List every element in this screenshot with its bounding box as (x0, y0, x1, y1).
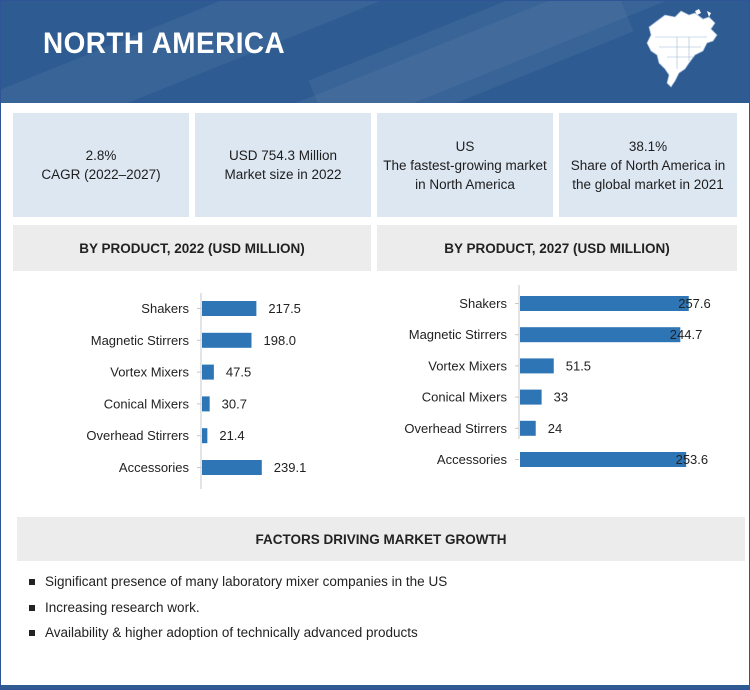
stat-label: the global market in 2021 (572, 176, 724, 192)
stat-cagr: 2.8% CAGR (2022–2027) (13, 113, 189, 217)
stat-share: 38.1% Share of North America in the glob… (559, 113, 737, 217)
stat-label: in North America (415, 176, 515, 192)
square-bullet-icon (29, 604, 35, 611)
bar (202, 460, 262, 475)
list-item: Increasing research work. (27, 597, 727, 623)
data-label: 239.1 (274, 460, 307, 475)
stat-label: The fastest-growing market (383, 157, 547, 173)
category-label: Magnetic Stirrers (91, 333, 190, 348)
category-label: Accessories (119, 460, 190, 475)
bar-chart-2027: Shakers 257.6 Magnetic Stirrers 244.7 Vortex… (404, 285, 711, 467)
data-label: 21.4 (219, 428, 244, 443)
factor-text: Increasing research work. (45, 599, 200, 615)
stat-value: USD 754.3 Million (228, 148, 338, 163)
stat-label: CAGR (2022–2027) (41, 167, 161, 182)
data-label: 51.5 (566, 358, 591, 373)
category-label: Conical Mixers (104, 396, 190, 411)
data-label: 47.5 (226, 365, 251, 380)
stat-value: 38.1% (628, 138, 668, 154)
data-label: 217.5 (268, 301, 301, 316)
square-bullet-icon (29, 579, 35, 585)
stat-fastest-market: US The fastest-growing market in North A… (377, 113, 553, 217)
page-title: NORTH AMERICA (43, 27, 286, 60)
stat-label: Market size in 2022 (224, 167, 342, 182)
category-label: Shakers (459, 296, 507, 311)
bar (520, 327, 681, 343)
data-label: 30.7 (222, 396, 247, 411)
square-bullet-icon (29, 630, 35, 636)
factors-list: Significant presence of many laboratory … (27, 571, 727, 648)
data-label: 253.6 (676, 452, 709, 467)
bar (202, 332, 252, 348)
category-label: Overhead Stirrers (86, 428, 189, 443)
data-label: 257.6 (678, 296, 711, 311)
category-label: Overhead Stirrers (404, 421, 507, 436)
bottom-bar (1, 685, 749, 689)
bar (202, 396, 210, 412)
factor-text: Availability & higher adoption of techni… (45, 625, 418, 640)
stat-value: US (455, 138, 475, 154)
stat-value: 2.8% (85, 148, 117, 163)
bar (520, 296, 689, 311)
data-label: 244.7 (670, 327, 703, 342)
bar (520, 358, 554, 374)
chart-title-2022: BY PRODUCT, 2022 (USD MILLION) (13, 225, 371, 271)
factors-title: FACTORS DRIVING MARKET GROWTH (17, 517, 745, 561)
category-label: Magnetic Stirrers (409, 327, 508, 342)
category-label: Shakers (141, 301, 189, 316)
category-label: Accessories (437, 452, 508, 467)
category-label: Vortex Mixers (110, 365, 189, 380)
header-banner: NORTH AMERICA (1, 1, 749, 103)
bar (520, 389, 542, 405)
stat-market-size: USD 754.3 Million Market size in 2022 (195, 113, 371, 217)
data-label: 33 (554, 390, 568, 405)
list-item: Significant presence of many laboratory … (27, 571, 727, 597)
bar (202, 428, 208, 444)
bar (520, 420, 536, 436)
category-label: Conical Mixers (422, 390, 508, 405)
stat-label: Share of North America in (570, 157, 726, 173)
bar-chart-2022: Shakers 217.5 Magnetic Stirrers 198.0 Vortex… (86, 293, 307, 489)
north-america-map-icon (646, 9, 718, 88)
bar (202, 364, 214, 380)
chart-title-2027: BY PRODUCT, 2027 (USD MILLION) (377, 225, 737, 271)
data-label: 24 (548, 421, 562, 436)
factor-text: Significant presence of many laboratory … (45, 574, 448, 589)
bar (520, 452, 687, 467)
list-item: Availability & higher adoption of techni… (27, 622, 727, 648)
category-label: Vortex Mixers (428, 358, 507, 373)
bar (202, 301, 257, 316)
data-label: 198.0 (264, 333, 297, 348)
